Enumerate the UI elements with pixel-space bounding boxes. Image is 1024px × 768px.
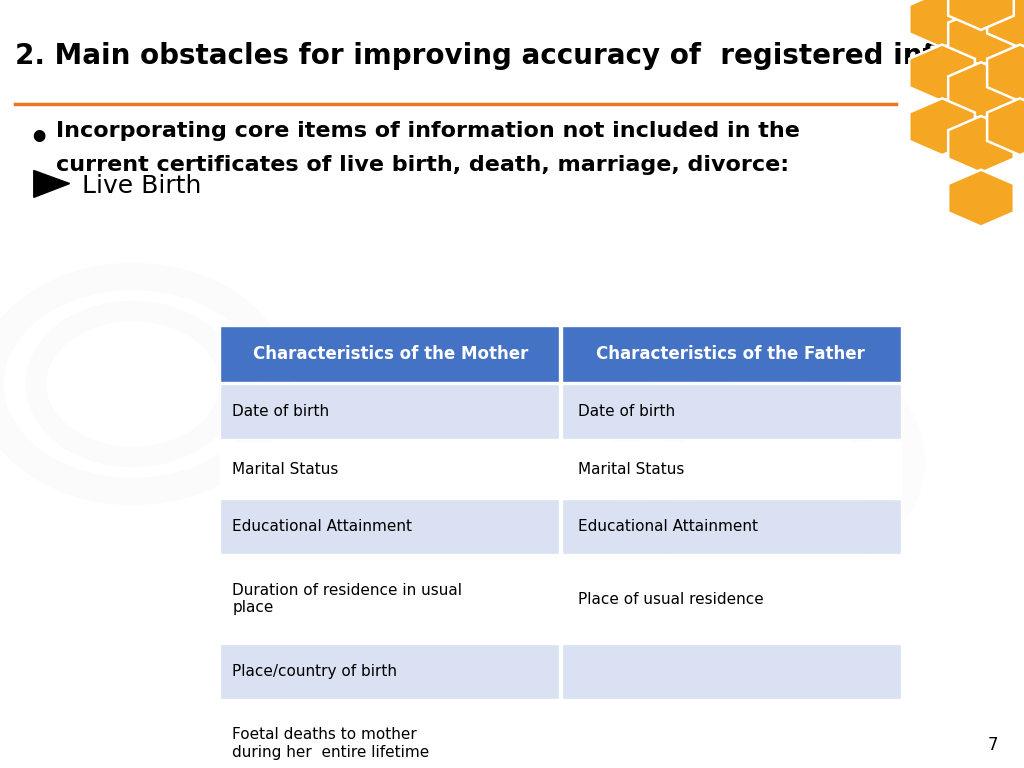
FancyBboxPatch shape (562, 644, 901, 699)
Text: Educational Attainment: Educational Attainment (232, 519, 413, 535)
Text: •: • (29, 123, 50, 156)
Text: 7: 7 (988, 737, 998, 754)
Polygon shape (909, 0, 975, 48)
Polygon shape (909, 45, 975, 101)
Text: Duration of residence in usual
place: Duration of residence in usual place (232, 583, 463, 615)
Text: 2. Main obstacles for improving accuracy of  registered information: 2. Main obstacles for improving accuracy… (15, 42, 1024, 70)
Text: current certificates of live birth, death, marriage, divorce:: current certificates of live birth, deat… (56, 155, 790, 175)
Polygon shape (34, 170, 70, 197)
Polygon shape (987, 0, 1024, 48)
Polygon shape (909, 98, 975, 155)
FancyBboxPatch shape (220, 557, 559, 641)
FancyBboxPatch shape (562, 557, 901, 641)
Text: Characteristics of the Father: Characteristics of the Father (596, 345, 865, 363)
Polygon shape (948, 0, 1014, 30)
Polygon shape (948, 8, 1014, 65)
FancyBboxPatch shape (220, 701, 559, 768)
Text: Marital Status: Marital Status (232, 462, 339, 477)
FancyBboxPatch shape (220, 442, 559, 497)
FancyBboxPatch shape (562, 499, 901, 554)
Text: Characteristics of the Mother: Characteristics of the Mother (253, 345, 528, 363)
FancyBboxPatch shape (562, 384, 901, 439)
Polygon shape (948, 62, 1014, 119)
FancyBboxPatch shape (562, 701, 901, 768)
Text: Foetal deaths to mother
during her  entire lifetime: Foetal deaths to mother during her entir… (232, 727, 430, 760)
Text: Place/country of birth: Place/country of birth (232, 664, 397, 679)
Polygon shape (987, 98, 1024, 155)
Polygon shape (948, 116, 1014, 173)
Text: Place of usual residence: Place of usual residence (578, 591, 764, 607)
FancyBboxPatch shape (562, 442, 901, 497)
Text: Marital Status: Marital Status (578, 462, 684, 477)
Text: Date of birth: Date of birth (578, 404, 675, 419)
FancyBboxPatch shape (562, 326, 901, 382)
FancyBboxPatch shape (220, 499, 559, 554)
FancyBboxPatch shape (220, 384, 559, 439)
FancyBboxPatch shape (220, 326, 559, 382)
Polygon shape (948, 170, 1014, 227)
Text: Live Birth: Live Birth (82, 174, 202, 198)
Text: Date of birth: Date of birth (232, 404, 330, 419)
Text: Educational Attainment: Educational Attainment (578, 519, 758, 535)
Polygon shape (987, 45, 1024, 101)
Text: Incorporating core items of information not included in the: Incorporating core items of information … (56, 121, 800, 141)
FancyBboxPatch shape (220, 644, 559, 699)
